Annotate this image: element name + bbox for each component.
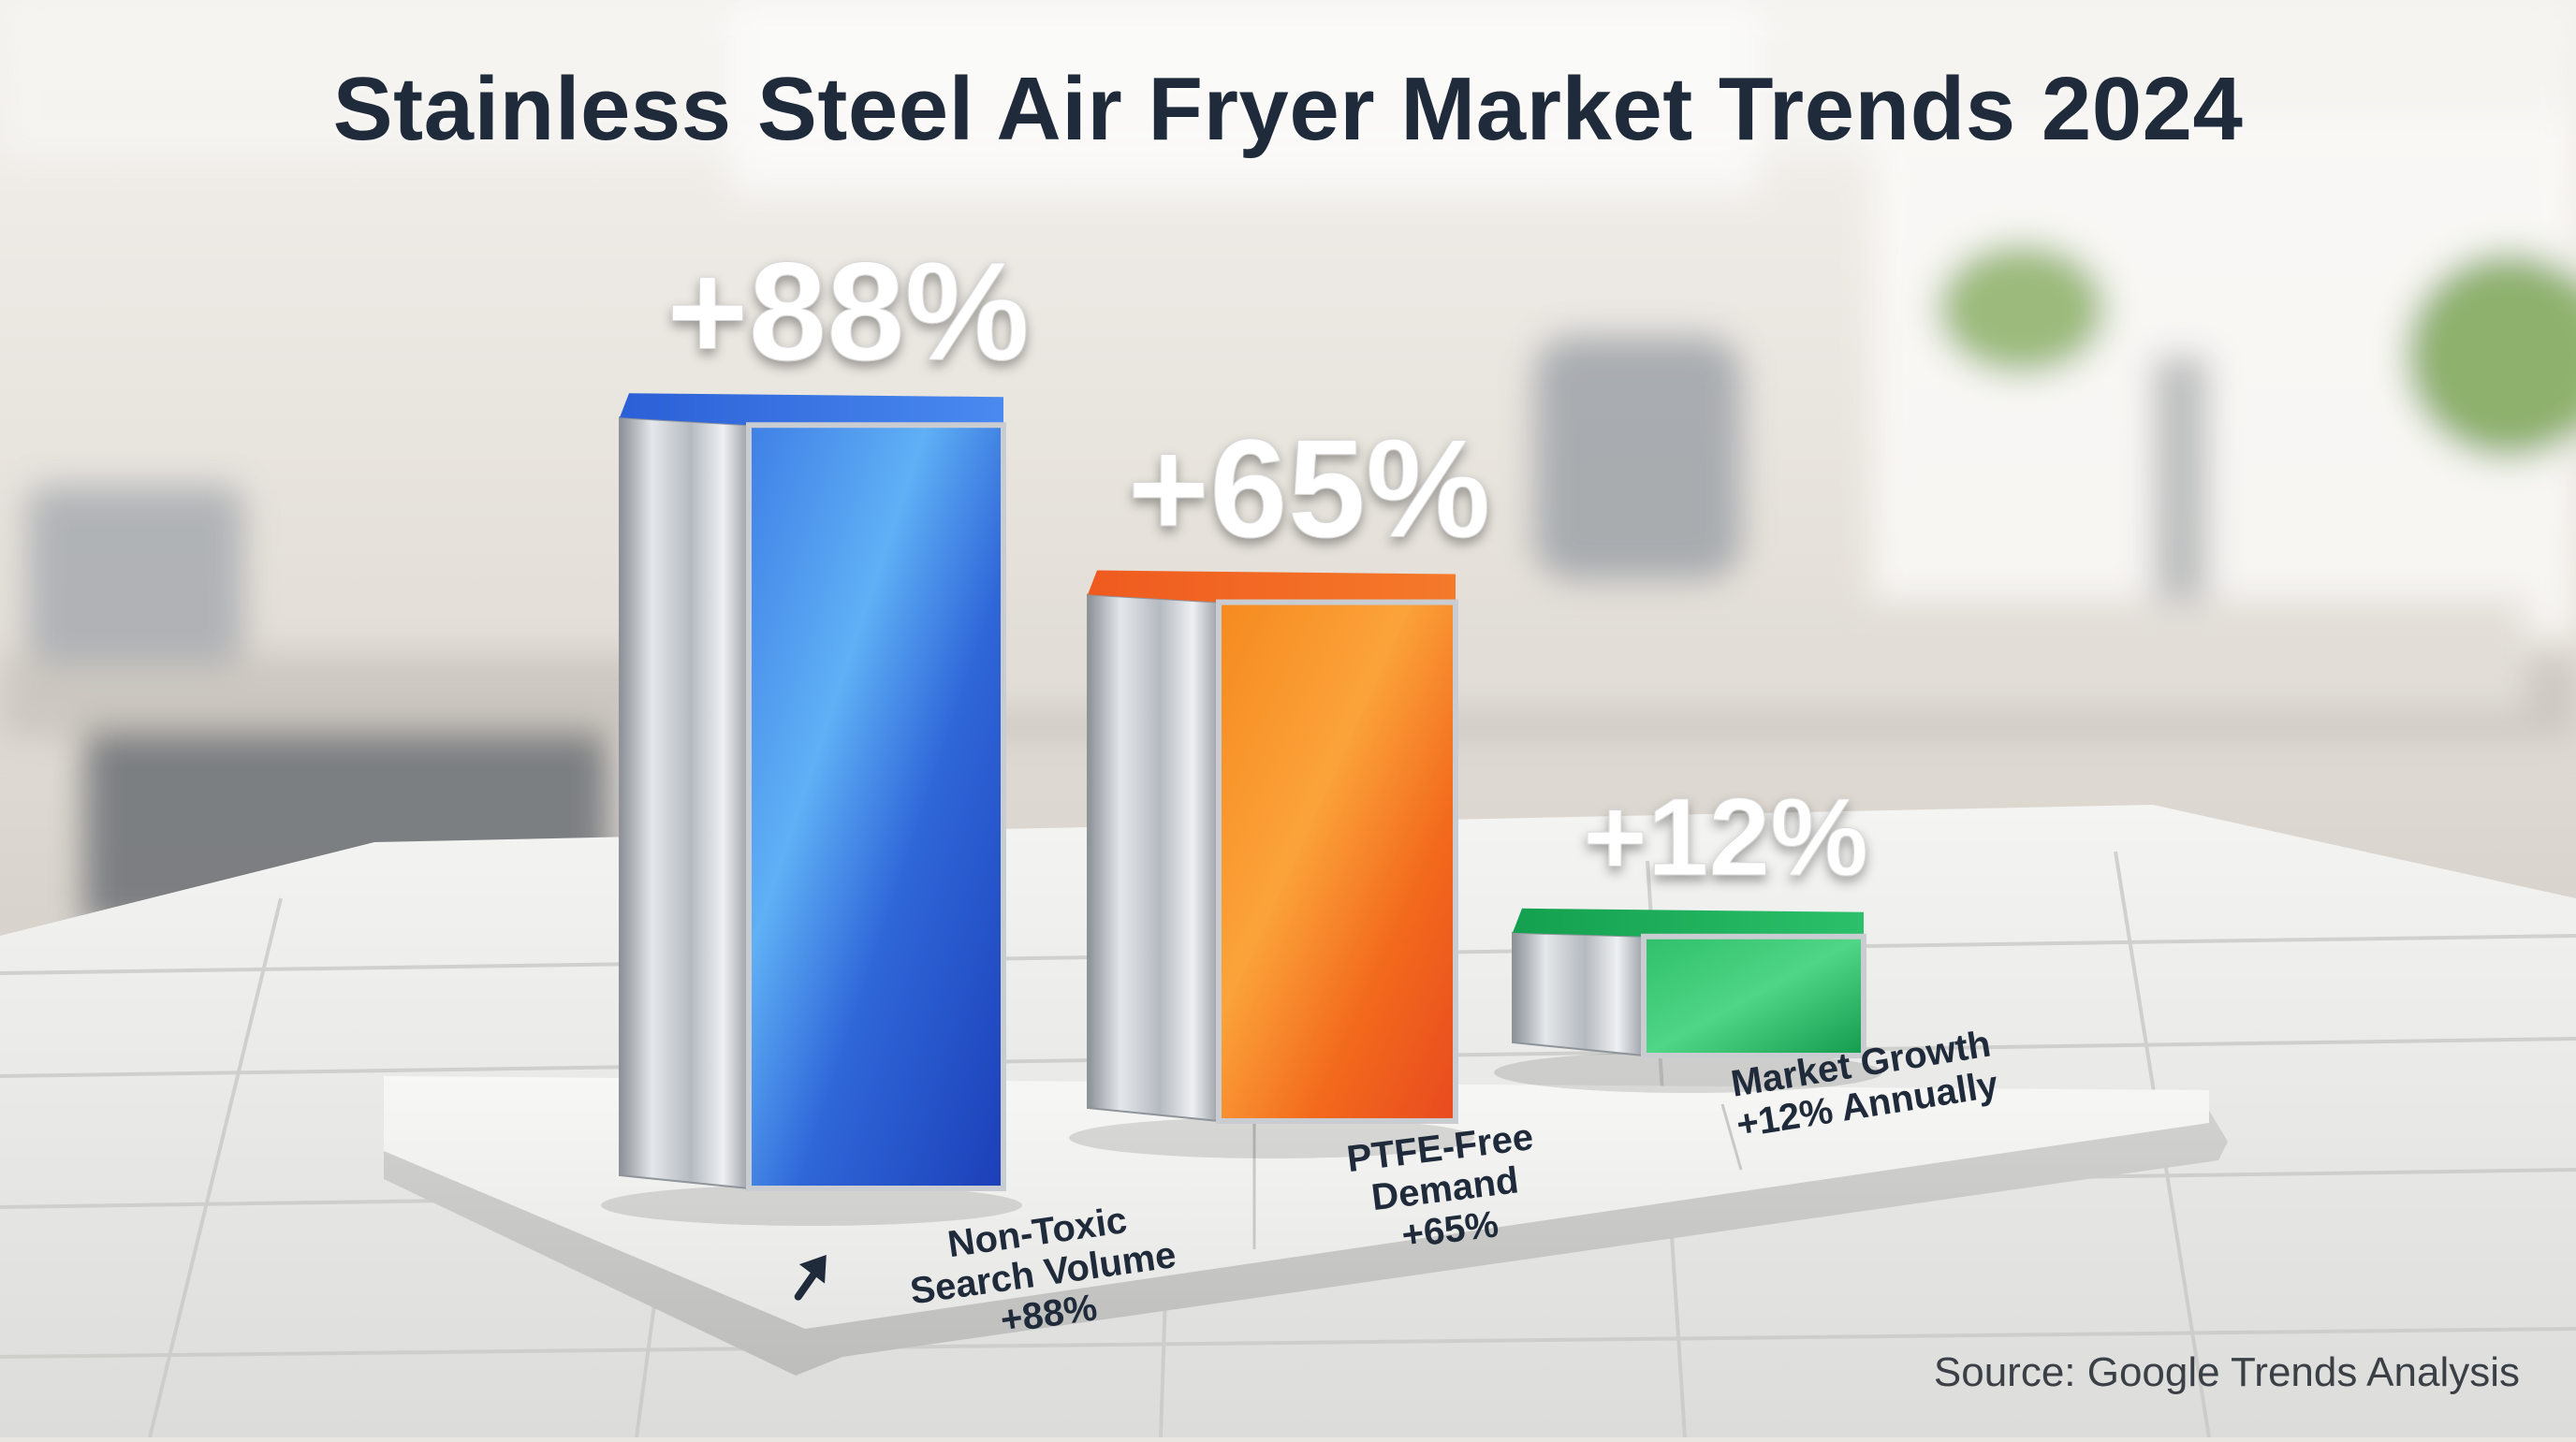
source-note: Source: Google Trends Analysis bbox=[1933, 1349, 2520, 1395]
bar-shadow bbox=[601, 1185, 1022, 1226]
bar-non-toxic bbox=[601, 393, 1022, 1226]
bar-front-face bbox=[1641, 933, 1866, 1058]
bar-front-face bbox=[1216, 599, 1458, 1124]
bar-side-face bbox=[1087, 593, 1220, 1123]
bar-shadow bbox=[1069, 1117, 1474, 1158]
bar-top-face bbox=[620, 393, 1003, 426]
value-label-non-toxic: +88% bbox=[666, 232, 1030, 389]
bar-side-face bbox=[1512, 931, 1645, 1057]
arrow-up-right-icon bbox=[794, 1255, 827, 1301]
chart-title: Stainless Steel Air Fryer Market Trends … bbox=[332, 59, 2244, 159]
bar-front-face bbox=[746, 422, 1006, 1191]
bar-top-face bbox=[1088, 570, 1456, 603]
value-labels-layer: +88% +65% +12% bbox=[666, 232, 1869, 900]
bars-layer bbox=[601, 393, 1882, 1226]
value-label-ptfe-free: +65% bbox=[1128, 410, 1491, 567]
value-label-market-growth: +12% bbox=[1583, 776, 1868, 899]
bar-market-growth bbox=[1494, 908, 1882, 1093]
bar-top-face bbox=[1513, 908, 1864, 937]
bar-side-face bbox=[619, 416, 750, 1190]
arrow-head bbox=[798, 1255, 827, 1284]
bar-shadow bbox=[1494, 1052, 1882, 1093]
bar-ptfe-free bbox=[1069, 570, 1474, 1158]
